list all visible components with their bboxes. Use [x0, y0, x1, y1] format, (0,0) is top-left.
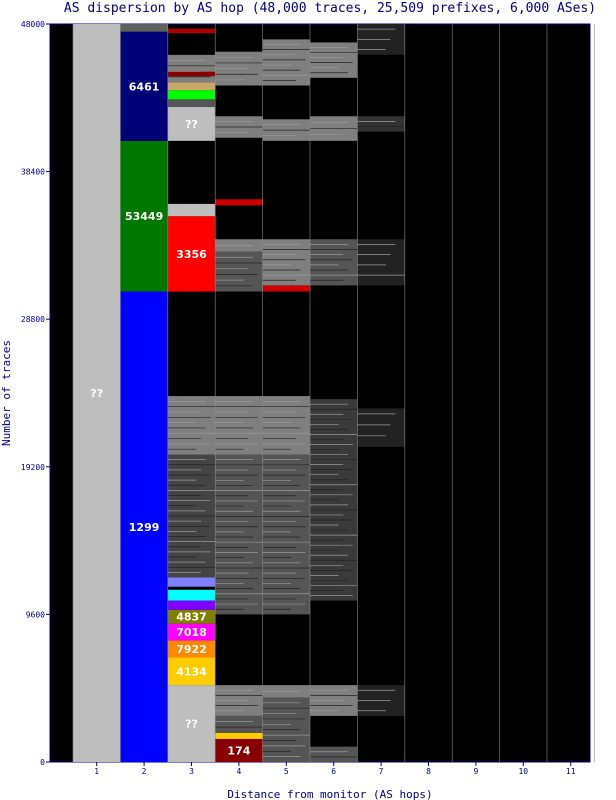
- segment-label-hop2: 53449: [125, 210, 163, 223]
- segment-hop3-23: [167, 71, 216, 77]
- segment-label-hop3: ??: [185, 718, 198, 731]
- segment-hop4-32: [215, 251, 263, 292]
- segment-hop3-24: [167, 39, 216, 55]
- segment-hop4-28: [215, 715, 263, 733]
- segment-hop3-11: [167, 589, 216, 601]
- segment-hop4-31: [215, 396, 263, 455]
- x-tick-label: 9: [473, 767, 478, 776]
- y-tick-label: 9600: [26, 610, 45, 619]
- x-tick-label: 7: [379, 767, 384, 776]
- segment-label-hop3: 4134: [176, 665, 207, 678]
- x-tick-label: 5: [284, 767, 289, 776]
- segment-label-hop2: 6461: [129, 80, 160, 93]
- segment-label-hop2: 1299: [129, 521, 160, 534]
- segment-hop5-41: [262, 285, 310, 292]
- x-tick-label: 8: [426, 767, 431, 776]
- segment-hop3-7: [167, 640, 216, 658]
- segment-hop7-54: [357, 116, 405, 132]
- segment-hop3-9: [167, 609, 216, 624]
- segment-hop3-8: [167, 623, 216, 641]
- x-tick-label: 10: [518, 767, 528, 776]
- segment-hop3-6: [167, 657, 216, 686]
- segment-hop1-0: [73, 24, 121, 762]
- x-tick-label: 11: [566, 767, 576, 776]
- segment-label-hop1: ??: [90, 387, 103, 400]
- segment-hop5-42: [262, 239, 310, 286]
- segment-hop3-18: [167, 107, 216, 141]
- segment-label-hop3: 3356: [176, 248, 207, 261]
- y-tick-label: 48000: [21, 20, 45, 29]
- segment-hop5-39: [262, 454, 310, 615]
- segment-hop6-48: [310, 239, 358, 286]
- segment-hop4-30: [215, 454, 263, 615]
- segment-label-hop3: 4837: [176, 611, 207, 624]
- segment-hop2-4: [120, 24, 168, 32]
- hop-column-separators: [72, 24, 595, 762]
- y-tick-label: 19200: [21, 463, 45, 472]
- segment-hop3-10: [167, 600, 216, 610]
- segment-label-hop3: 7922: [176, 643, 207, 656]
- segment-hop3-21: [167, 82, 216, 91]
- segment-hop5-44: [262, 39, 310, 86]
- x-tick-label: 4: [236, 767, 241, 776]
- chart-title: AS dispersion by AS hop (48,000 traces, …: [64, 1, 596, 16]
- segment-hop4-27: [215, 732, 263, 739]
- segment-hop3-15: [167, 396, 216, 455]
- segment-hop3-22: [167, 54, 216, 83]
- segment-hop3-12: [167, 577, 216, 587]
- y-axis-label: Number of traces: [0, 340, 13, 446]
- segment-hop4-34: [215, 199, 263, 206]
- x-tick-label: 1: [94, 767, 99, 776]
- x-axis-label: Distance from monitor (AS hops): [227, 788, 432, 800]
- segment-hop4-26: [215, 738, 263, 762]
- segment-hop3-19: [167, 99, 216, 108]
- segment-hop3-17: [167, 203, 216, 217]
- segment-hop5-40: [262, 396, 310, 455]
- x-axis: 1 2 3 4 5 6 7 8 9 10 11: [94, 762, 576, 776]
- segment-hop2-3: [120, 31, 168, 141]
- segment-hop7-53: [357, 239, 405, 286]
- segment-label-hop3: 7018: [176, 626, 207, 639]
- segment-hop3-20: [167, 90, 216, 100]
- y-axis: 0 9600 19200 28800 38400 48000: [21, 20, 50, 767]
- segment-hop3-16: [167, 216, 216, 292]
- segment-hop6-45: [310, 746, 358, 762]
- x-tick-label: 3: [189, 767, 194, 776]
- segment-labels: ?? 1299 53449 6461?? 4134 7922 7018 4837 3356?? 1…: [90, 80, 250, 757]
- x-tick-label: 6: [331, 767, 336, 776]
- segment-label-hop4: 174: [227, 744, 250, 757]
- segment-hop7-52: [357, 408, 405, 447]
- segment-hop2-2: [120, 140, 168, 292]
- segment-hop3-5: [167, 685, 216, 762]
- segment-hop6-50: [310, 42, 358, 78]
- x-tick-label: 2: [142, 767, 147, 776]
- segment-hop3-25: [167, 28, 216, 34]
- y-tick-label: 0: [40, 758, 45, 767]
- segment-label-hop3: ??: [185, 118, 198, 131]
- chart-segments: [73, 24, 405, 762]
- y-tick-label: 28800: [21, 315, 45, 324]
- segment-hop2-1: [120, 291, 168, 762]
- y-tick-label: 38400: [21, 168, 45, 177]
